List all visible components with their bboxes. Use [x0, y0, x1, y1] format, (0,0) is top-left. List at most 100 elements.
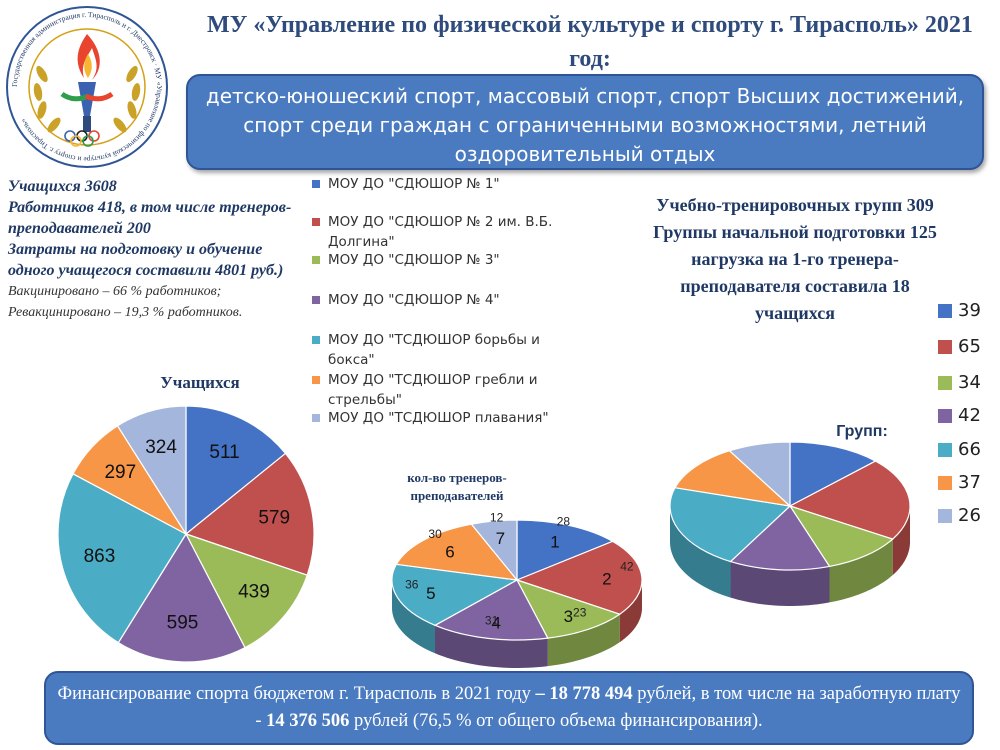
legend-label: МОУ ДО "СДЮШОР № 4"	[328, 292, 500, 308]
logo: Государственная администрация г. Тираспо…	[6, 6, 168, 168]
stat-vaccinated: Вакцинировано – 66 % работников;	[8, 284, 222, 299]
data-label-trainers: 28	[557, 514, 571, 528]
index-label-trainers: 2	[602, 569, 611, 588]
index-label-trainers: 4	[491, 614, 500, 633]
footer-text-2: рублей, в том числе на заработную плату …	[255, 684, 961, 731]
legend-value: 34	[958, 372, 981, 393]
data-label-students: 595	[167, 613, 199, 634]
trainers-side	[547, 614, 620, 667]
legend-label: МОУ ДО "СДЮШОР № 1"	[328, 176, 500, 192]
financing-footer: Финансирование спорта бюджетом г. Тирасп…	[44, 671, 974, 745]
chart-title-students: Учащихся	[160, 373, 239, 392]
legend-swatch	[312, 376, 320, 384]
trainers-slice	[470, 519, 518, 582]
pie-trainers: 1 28 2 42 3 23 431 5 36 630 7 12	[391, 510, 643, 668]
students-slice	[57, 473, 187, 644]
data-label-students: 324	[145, 437, 177, 458]
groups-load: нагрузка на 1-го тренера-преподавателя с…	[680, 249, 910, 323]
trainers-slice	[516, 519, 614, 581]
index-label-trainers: 7	[496, 529, 505, 548]
legend-label: МОУ ДО "СДЮШОР № 3"	[328, 252, 500, 268]
students-slice	[117, 532, 246, 663]
chart-title-trainers-line2: преподавателей	[410, 488, 504, 503]
groups-slice	[669, 487, 792, 563]
legend-value: 66	[958, 439, 981, 460]
students-slice	[185, 405, 287, 536]
pie-students: 511 579 439 595 863 297 324	[57, 405, 315, 663]
legend-swatch	[938, 376, 952, 390]
chart-title-groups: Групп:	[836, 423, 888, 440]
stat-workers: Работников 418, в том числе тренеров-пре…	[8, 199, 292, 237]
trainers-slice	[433, 579, 549, 641]
data-label-trainers: 30	[428, 527, 442, 541]
footer-text-1: Финансирование спорта бюджетом г. Тирасп…	[57, 684, 536, 704]
legend-label: МОУ ДО "СДЮШОР № 2 им. В.Б. Долгина"	[328, 214, 553, 250]
groups-training: Учебно-тренировочных групп 309	[656, 195, 934, 215]
trainers-slice	[515, 578, 622, 639]
legend-swatch	[938, 304, 952, 318]
legend-swatch	[938, 409, 952, 423]
footer-amount-salary: 14 376 506	[266, 711, 350, 731]
footer-amount-total: 18 778 494	[549, 684, 633, 704]
legend-swatch	[938, 443, 952, 457]
legend-swatch	[938, 476, 952, 490]
legend-swatch	[312, 296, 320, 304]
groups-initial: Группы начальной подготовки 125	[653, 222, 937, 242]
groups-side	[730, 561, 830, 606]
data-label-students: 439	[238, 581, 270, 602]
trainers-side	[619, 580, 642, 643]
groups-slice	[729, 505, 831, 571]
groups-info: Учебно-тренировочных групп 309 Группы на…	[650, 192, 940, 327]
data-label-trainers: 12	[490, 510, 504, 524]
data-label-trainers: 31	[485, 614, 499, 628]
groups-side	[829, 539, 893, 603]
data-label-trainers: 23	[573, 606, 587, 620]
chart-title-trainers-line1: кол-во тренеров-	[407, 470, 507, 485]
activities-banner: детско-юношеский спорт, массовый спорт, …	[186, 74, 984, 170]
pie-groups	[669, 441, 911, 606]
data-label-students: 579	[258, 507, 290, 528]
data-label-trainers: 42	[620, 560, 634, 574]
groups-side	[670, 506, 731, 598]
page-title: МУ «Управление по физической культуре и …	[207, 12, 973, 72]
data-label-students: 863	[84, 546, 116, 567]
groups-slice	[728, 441, 791, 508]
groups-slice	[788, 504, 894, 568]
trainers-side	[392, 580, 436, 654]
stat-revaccinated: Ревакцинировано – 19,3 % работников.	[8, 305, 243, 320]
stat-students: Учащихся 3608	[8, 178, 117, 195]
legend-swatch	[938, 509, 952, 523]
trainers-slice	[395, 523, 519, 581]
data-label-trainers: 36	[405, 578, 419, 592]
stats-block: Учащихся 3608 Работников 418, в том числ…	[8, 176, 298, 323]
legend-value: 42	[958, 405, 981, 426]
index-label-trainers: 6	[445, 543, 454, 562]
legend-value: 26	[958, 505, 981, 526]
footer-text-3: рублей (76,5 % от общего объема финансир…	[349, 711, 763, 731]
data-label-students: 511	[209, 442, 239, 463]
legend-swatch	[938, 340, 952, 354]
stat-costs: Затраты на подготовку и обучение одного …	[8, 241, 284, 279]
legend-swatch	[312, 336, 320, 344]
students-slice	[184, 532, 308, 649]
data-label-students: 297	[104, 462, 136, 483]
groups-slice	[788, 460, 911, 540]
legend-value: 65	[958, 336, 981, 357]
groups-slice	[674, 450, 792, 507]
legend-value: 39	[958, 300, 981, 321]
students-slice	[116, 405, 187, 537]
trainers-slice	[515, 540, 643, 615]
index-label-trainers: 3	[564, 607, 573, 626]
legend-label: МОУ ДО "ТСДЮШОР плавания"	[328, 410, 549, 426]
index-label-trainers: 5	[426, 584, 435, 603]
footer-dash: –	[535, 684, 550, 704]
index-label-trainers: 1	[550, 532, 559, 551]
legend-swatch	[312, 218, 320, 226]
legend-swatch	[312, 180, 320, 188]
trainers-side	[435, 625, 548, 668]
legend-label: МОУ ДО "ТСДЮШОР борьбы и бокса"	[328, 332, 540, 368]
trainers-slice	[391, 563, 519, 626]
legend-value: 37	[958, 472, 981, 493]
legend-label: МОУ ДО "ТСДЮШОР гребли и стрельбы"	[328, 372, 538, 408]
